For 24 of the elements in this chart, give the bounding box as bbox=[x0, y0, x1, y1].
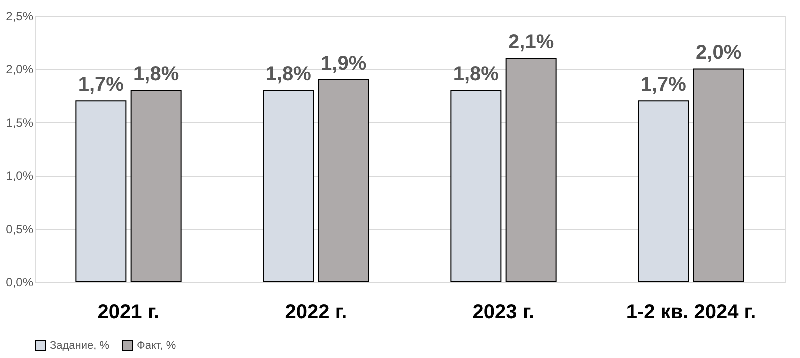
data-label: 1,9% bbox=[321, 52, 367, 75]
legend-label: Задание, % bbox=[50, 340, 110, 352]
data-label: 1,8% bbox=[134, 63, 180, 86]
data-label: 1,7% bbox=[78, 74, 124, 96]
data-label: 1,8% bbox=[266, 63, 312, 86]
bar bbox=[130, 90, 182, 282]
bar bbox=[693, 68, 744, 282]
x-tick-label: 1-2 кв. 2024 г. bbox=[626, 302, 756, 324]
y-tick-label: 2,0% bbox=[6, 62, 34, 77]
y-tick-label: 2,5% bbox=[6, 10, 34, 24]
x-tick-label: 2023 г. bbox=[472, 302, 535, 324]
y-tick-label: 0,5% bbox=[6, 222, 34, 236]
bar bbox=[506, 58, 557, 282]
x-tick-label: 2022 г. bbox=[285, 302, 348, 324]
legend-label: Факт, % bbox=[137, 340, 176, 352]
data-label: 2,1% bbox=[508, 32, 554, 54]
y-tick-label: 0,0% bbox=[6, 276, 34, 290]
y-tick-label: 1,0% bbox=[6, 169, 34, 184]
y-tick-label: 1,5% bbox=[6, 116, 34, 130]
bar bbox=[318, 79, 370, 282]
data-label: 2,0% bbox=[696, 42, 742, 64]
data-label: 1,8% bbox=[453, 63, 500, 86]
data-label: 1,7% bbox=[640, 74, 687, 96]
x-tick-label: 2021 г. bbox=[98, 302, 160, 324]
